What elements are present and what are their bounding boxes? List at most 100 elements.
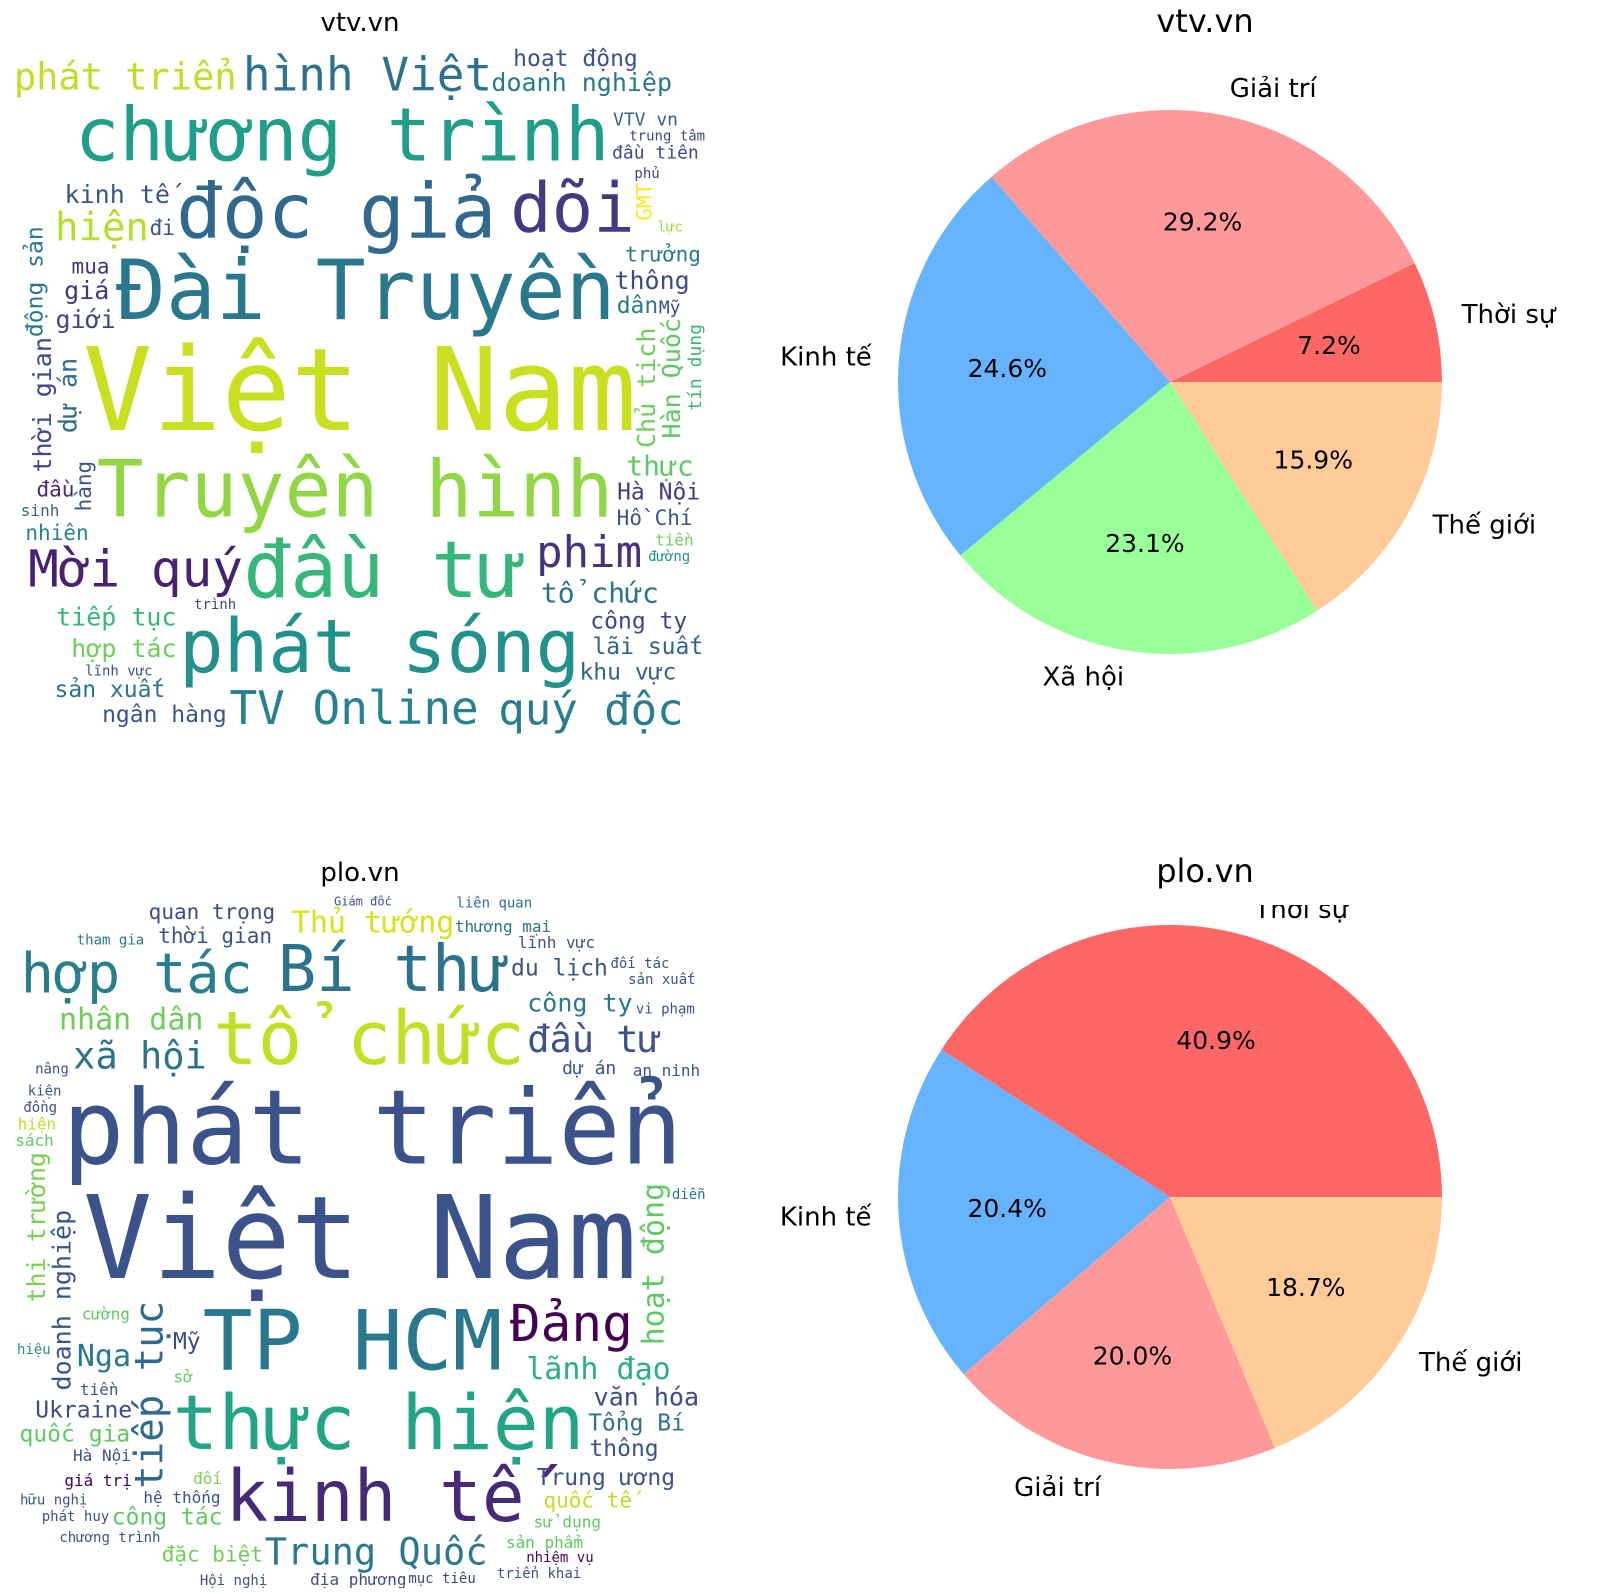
pie-category-label: Kinh tế	[780, 343, 872, 373]
wordcloud-word: sinh	[21, 501, 60, 520]
wordcloud-word: tiền	[80, 1380, 119, 1399]
pie-pct-label: 20.4%	[967, 1194, 1046, 1223]
wordcloud-word: Hà Nội	[73, 1446, 131, 1465]
wordcloud-word: Ukraine	[35, 1397, 132, 1423]
wordcloud-word: tín dụng	[685, 324, 706, 411]
pie-pct-label: 23.1%	[1105, 529, 1184, 558]
wordcloud-word: trưởng	[625, 242, 701, 266]
wordcloud-word: ngân hàng	[102, 702, 227, 728]
pie-slice-giải-trí	[963, 1197, 1275, 1469]
pie-slice-thế-giới	[1170, 382, 1442, 611]
wordcloud-word: triển khai	[497, 1566, 581, 1582]
wordcloud-word: hoạt động	[637, 1183, 672, 1346]
wordcloud-word: độc giả	[176, 166, 496, 255]
wordcloud-word: Tổng Bí	[588, 1410, 685, 1437]
wordcloud-word: trung tâm	[629, 128, 705, 144]
wordcloud-word: địa phương	[310, 1570, 406, 1588]
wordcloud-word: Trung ương	[537, 1465, 675, 1491]
wordcloud-word: đầu tư	[527, 1018, 661, 1061]
pie-slice-kinh-tế	[897, 176, 1170, 556]
pie-category-label: Giải trí	[1014, 1473, 1102, 1503]
wordcloud-word: phim	[536, 527, 642, 578]
wordcloud-word: tiền	[655, 530, 694, 549]
wordcloud-word: Hội nghị	[200, 1573, 267, 1588]
wordcloud-word: giới	[55, 305, 115, 334]
wordcloud-word: Nga	[77, 1339, 131, 1374]
pie-pct-label: 24.6%	[968, 354, 1047, 383]
wordcloud-word: nhiên	[25, 521, 88, 545]
wordcloud-word: Hồ Chí	[617, 506, 693, 530]
pie-chart-plo: 40.9% Thời sự 20.4% Kinh tế 20.0% Giải trí 18.…	[780, 905, 1523, 1503]
wordcloud-word: VTV vn	[613, 109, 678, 130]
wordcloud-word: hợp tác	[21, 941, 253, 1005]
pie-slice-thế-giới	[1170, 1197, 1442, 1448]
wordcloud-word: Mỹ	[173, 1329, 201, 1355]
wordcloud-word: quốc tế	[543, 1488, 642, 1512]
wordcloud-word: tổ chức	[541, 576, 659, 609]
pie-slice-giải-trí	[991, 109, 1415, 382]
wordcloud-title-plo: plo.vn	[320, 858, 400, 888]
wordcloud-word: sử dụng	[534, 1513, 601, 1532]
wordcloud-word: kinh tế	[65, 180, 182, 209]
wordcloud-word: đặc biệt	[162, 1542, 263, 1566]
wordcloud-word: an ninh	[633, 1061, 700, 1080]
wordcloud-word: công ty	[527, 988, 632, 1017]
wordcloud-word: doanh nghiệp	[48, 1210, 77, 1391]
wordcloud-word: dự án	[53, 358, 82, 433]
pie-pct-label: 18.7%	[1266, 1273, 1345, 1302]
pie-category-label: Thế giới	[1418, 1348, 1522, 1378]
wordcloud-word: hoạt động	[513, 46, 638, 72]
wordcloud-word: kinh tế	[225, 1455, 558, 1538]
wordcloud-word: tổ chức	[213, 996, 525, 1082]
wordcloud-word: dõi	[510, 169, 635, 249]
pie-category-label: Thời sự	[1253, 905, 1349, 925]
pie-category-label: Kinh tế	[780, 1203, 872, 1233]
wordcloud-word: phát huy	[42, 1509, 109, 1525]
wordcloud-word: công tác	[112, 1505, 223, 1531]
wordcloud-word: công ty	[590, 608, 687, 634]
wordcloud-word: đối tác	[610, 956, 669, 972]
wordcloud-word: doanh nghiệp	[491, 68, 672, 97]
wordcloud-word: đầu tư	[243, 526, 525, 616]
wordcloud-word: Chủ tịch	[632, 328, 661, 448]
pie-title-plo: plo.vn	[1156, 852, 1254, 890]
wordcloud-word: phủ	[634, 166, 659, 182]
wordcloud-word: khu vực	[579, 660, 676, 686]
wordcloud-word: Trung Quốc	[265, 1530, 488, 1573]
wordcloud-word: Bí thư	[278, 933, 509, 1007]
pie-pct-label: 20.0%	[1093, 1341, 1172, 1370]
wordcloud-word: TV Online	[229, 681, 478, 735]
pie-category-label: Giải trí	[1230, 74, 1318, 104]
wordcloud-word: phát triển	[14, 56, 237, 99]
wordcloud-word: hiện	[18, 1114, 57, 1133]
wordcloud-word: Giám đốc	[334, 894, 392, 908]
wordcloud-word: Thủ tướng	[292, 906, 455, 941]
pie-pct-label: 15.9%	[1274, 446, 1353, 475]
wordcloud-word: đầu	[36, 477, 74, 501]
wordcloud-word: giá trị	[64, 1471, 131, 1490]
pie-slice-thời-sự	[1170, 263, 1442, 382]
wordcloud-word: cường	[82, 1305, 130, 1324]
wordcloud-word: GMT	[632, 183, 656, 221]
wordcloud-word: kiện	[28, 1084, 62, 1100]
pie-chart-vtv: 7.2% Thời sự 29.2% Giải trí 24.6% Kinh tế 23.1…	[780, 74, 1557, 693]
wordcloud-word: nhiệm vụ	[526, 1550, 593, 1566]
wordcloud-word: Đài Truyền	[116, 242, 616, 339]
wordcloud-word: hình Việt	[243, 48, 492, 102]
wordcloud-word: lãnh đạo	[526, 1352, 671, 1387]
pie-slice-kinh-tế	[898, 1049, 1170, 1375]
wordcloud-word: Hàn Quốc	[657, 318, 686, 438]
pie-title-vtv: vtv.vn	[1156, 2, 1254, 40]
wordcloud-word: hiện	[55, 206, 149, 251]
wordcloud-word: Việt Nam	[83, 324, 637, 458]
wordcloud-word: quý độc	[498, 684, 683, 735]
wordcloud-word: Đảng	[510, 1295, 633, 1354]
wordcloud-word: tiếp tục	[127, 1301, 172, 1489]
wordcloud-word: tiếp tục	[56, 603, 176, 632]
wordcloud-word: chương trình	[75, 92, 610, 178]
wordcloud-word: diễn	[672, 1187, 706, 1203]
wordcloud-title-vtv: vtv.vn	[320, 8, 400, 38]
wordcloud-word: thương mại	[455, 917, 551, 936]
wordcloud-word: hệ thống	[143, 1488, 220, 1507]
